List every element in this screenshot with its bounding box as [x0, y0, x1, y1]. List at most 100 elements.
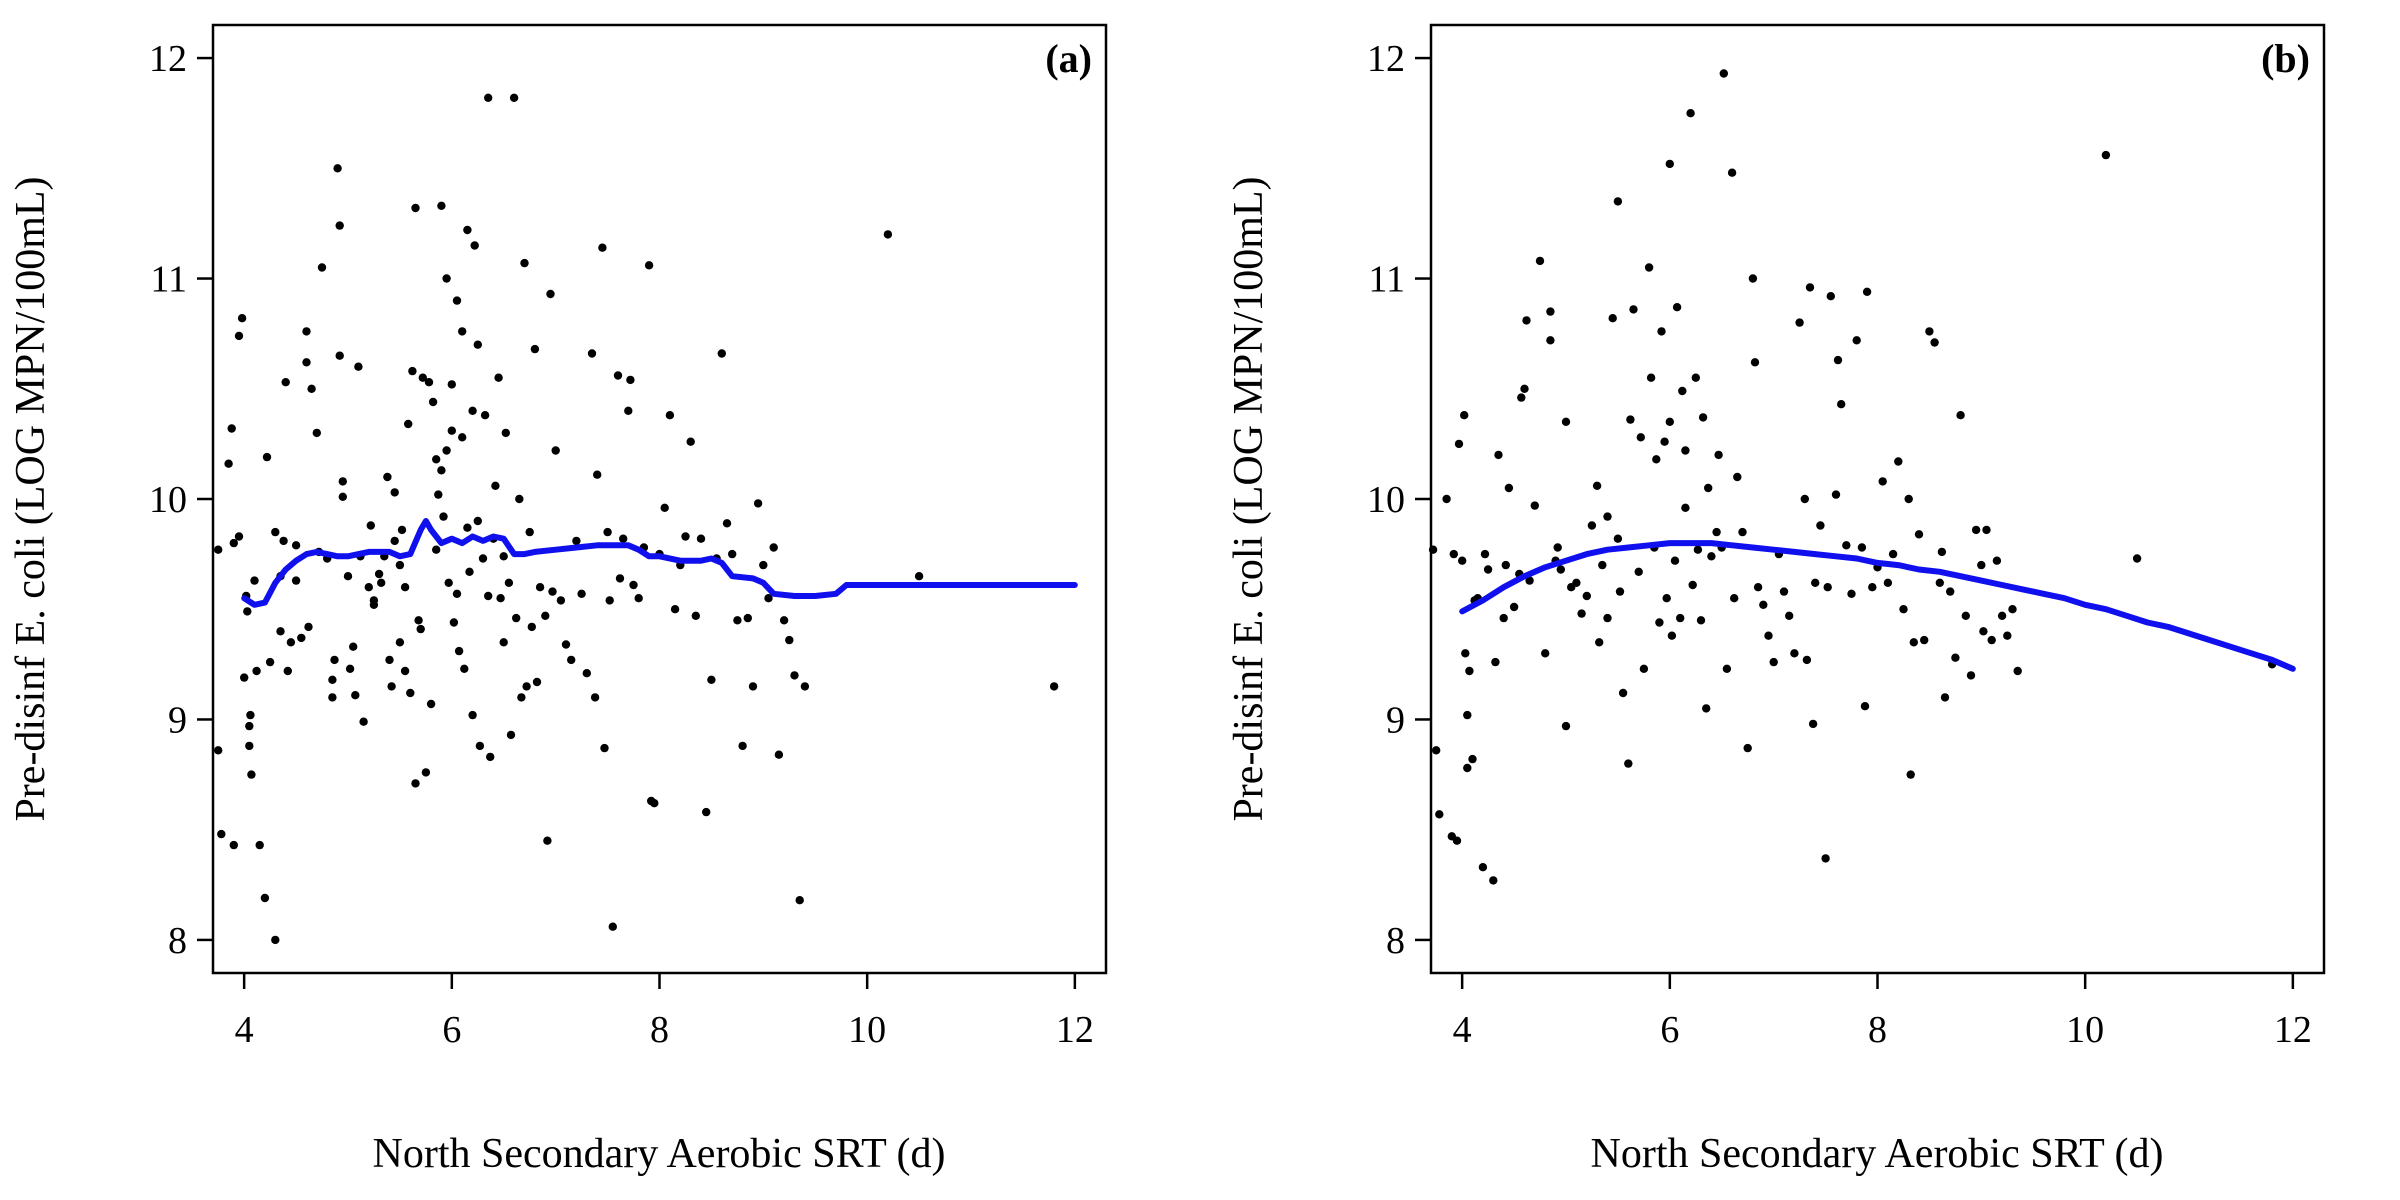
chart-panel-b: 8 9 10 11 12 4 6 8 10 12 (b) North Secondary Aer…	[1226, 23, 2326, 1177]
scatter-points	[1428, 69, 2277, 885]
data-point	[1802, 655, 1812, 665]
data-point	[1719, 69, 1729, 78]
data-point	[328, 675, 337, 684]
x-tick-label: 12	[2274, 1009, 2312, 1051]
data-point	[1698, 413, 1708, 422]
data-point	[1624, 759, 1633, 768]
data-point	[1553, 543, 1562, 552]
data-point	[1681, 446, 1690, 455]
data-point	[395, 560, 405, 570]
data-point	[432, 455, 441, 464]
chart-panel-a: 8 9 10 11 12 4 6 8 10 12 (a) North Secondary Aer…	[8, 23, 1108, 1177]
data-point	[1449, 549, 1459, 559]
data-point	[1837, 400, 1846, 409]
data-point	[245, 741, 254, 751]
data-point	[1769, 657, 1778, 667]
y-axis: 8 9 10 11 12	[1367, 38, 1431, 962]
x-tick-label: 8	[650, 1009, 669, 1051]
data-point	[1930, 338, 1939, 347]
x-tick-label: 8	[1868, 1009, 1887, 1051]
data-point	[1546, 336, 1555, 345]
data-point	[1738, 527, 1747, 537]
data-point	[265, 657, 275, 667]
data-point	[1823, 583, 1832, 592]
y-tick-label: 8	[1386, 920, 1405, 962]
data-point	[1525, 576, 1534, 585]
data-point	[883, 230, 893, 239]
data-point	[1704, 483, 1713, 493]
data-point	[291, 541, 301, 550]
data-point	[390, 488, 399, 497]
data-point	[567, 655, 576, 665]
data-point	[240, 673, 249, 682]
data-point	[499, 638, 508, 647]
data-point	[759, 560, 768, 570]
data-point	[458, 433, 467, 442]
data-point	[1530, 501, 1540, 510]
data-point	[1795, 318, 1804, 327]
data-point	[1977, 560, 1986, 570]
data-point	[1636, 433, 1646, 442]
data-point	[421, 768, 431, 777]
data-point	[297, 633, 306, 643]
data-point	[246, 710, 255, 720]
data-point	[1833, 355, 1843, 365]
data-point	[543, 836, 552, 845]
data-point	[304, 622, 313, 632]
data-point	[517, 693, 526, 702]
data-point	[473, 516, 482, 526]
data-point	[428, 397, 438, 407]
data-point	[424, 378, 434, 387]
data-point	[377, 578, 386, 587]
data-point	[774, 750, 784, 759]
data-point	[605, 596, 614, 605]
data-point	[1461, 649, 1470, 658]
data-point	[1572, 578, 1581, 587]
x-tick-label: 4	[1453, 1009, 1472, 1051]
data-point	[317, 263, 327, 272]
data-point	[1613, 197, 1623, 206]
data-point	[670, 605, 680, 614]
y-tick-label: 11	[150, 259, 187, 301]
data-point	[343, 572, 353, 581]
data-point	[369, 600, 379, 609]
data-point	[374, 569, 384, 579]
data-point	[1603, 512, 1612, 521]
data-point	[748, 682, 758, 691]
data-point	[400, 666, 410, 676]
data-point	[1857, 543, 1867, 552]
data-point	[1883, 578, 1893, 587]
data-point	[408, 366, 417, 376]
data-point	[426, 699, 436, 709]
data-point	[1971, 525, 1981, 535]
data-point	[470, 241, 479, 250]
data-point	[520, 258, 529, 268]
data-point	[338, 492, 347, 501]
data-point	[349, 642, 358, 651]
data-point	[702, 807, 711, 817]
data-point	[2132, 554, 2142, 563]
data-point	[437, 201, 446, 210]
data-point	[1688, 580, 1697, 590]
data-point	[608, 922, 617, 931]
y-tick-label: 9	[1386, 699, 1405, 741]
data-point	[383, 472, 392, 482]
data-point	[1946, 587, 1955, 596]
data-point	[366, 521, 375, 530]
data-point	[418, 373, 427, 382]
data-point	[243, 607, 252, 616]
data-point	[1842, 541, 1851, 550]
y-tick-label: 11	[1368, 259, 1405, 301]
data-point	[561, 640, 571, 649]
data-point	[696, 534, 706, 543]
data-point	[1587, 521, 1597, 530]
data-point	[1753, 583, 1763, 592]
data-point	[1454, 439, 1464, 449]
data-point	[790, 671, 799, 680]
data-point	[577, 589, 586, 598]
data-point	[473, 340, 482, 349]
x-axis-title: North Secondary Aerobic SRT (d)	[373, 1131, 946, 1177]
data-point	[217, 829, 226, 839]
data-point	[1618, 688, 1628, 698]
